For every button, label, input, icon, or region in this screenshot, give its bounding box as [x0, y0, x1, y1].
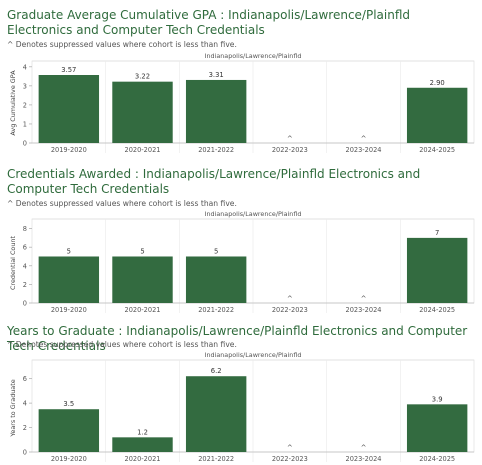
- bar-2019-2020: [38, 75, 100, 143]
- x-tick-label: 2023-2024: [346, 146, 382, 154]
- suppressed-label: ^: [287, 295, 293, 303]
- bar-2021-2022: [185, 376, 247, 452]
- suppressed-label: ^: [287, 444, 293, 452]
- y-axis-label: Years to Graduate: [9, 379, 17, 437]
- data-label: 3.9: [432, 395, 443, 403]
- panel-label: Indianapolis/Lawrence/Plainfld: [205, 210, 302, 218]
- credentials-section: Credentials Awarded : Indianapolis/Lawre…: [0, 160, 482, 318]
- credentials-suppression-note: ^ Denotes suppressed values where cohort…: [7, 199, 237, 208]
- y-tick-label: 4: [23, 400, 27, 408]
- y-tick-label: 0: [23, 300, 27, 308]
- y-tick-label: 3: [23, 82, 27, 90]
- credentials-chart-title: Credentials Awarded : Indianapolis/Lawre…: [7, 167, 421, 196]
- data-label: 6.2: [211, 367, 222, 375]
- y-axis-label: Credential Count: [9, 236, 17, 290]
- bar-2019-2020: [38, 256, 100, 303]
- suppressed-label: ^: [361, 295, 367, 303]
- x-tick-label: 2020-2021: [125, 146, 161, 154]
- data-label: 1.2: [137, 428, 148, 436]
- years-section: Years to Graduate : Indianapolis/Lawrenc…: [0, 318, 482, 465]
- y-tick-label: 4: [23, 262, 27, 270]
- data-label: 5: [67, 247, 71, 255]
- gpa-chart-title: Graduate Average Cumulative GPA : Indian…: [7, 8, 411, 37]
- bar-2024-2025: [406, 87, 468, 143]
- y-tick-label: 2: [23, 101, 27, 109]
- data-label: 3.5: [63, 400, 74, 408]
- y-axis-label: Avg Cumulative GPA: [9, 70, 17, 136]
- data-label: 3.57: [61, 66, 76, 74]
- panel-label: Indianapolis/Lawrence/Plainfld: [205, 52, 302, 60]
- credentials-bar-chart: Indianapolis/Lawrence/Plainfld 8 6 4 2 0 Crede…: [9, 210, 475, 314]
- x-tick-label: 2023-2024: [346, 455, 382, 463]
- x-tick-label: 2021-2022: [198, 306, 234, 314]
- years-bar-chart: Indianapolis/Lawrence/Plainfld 6 4 2 0 Years …: [9, 351, 475, 463]
- x-tick-label: 2022-2023: [272, 455, 308, 463]
- gpa-suppression-note: ^ Denotes suppressed values where cohort…: [7, 40, 237, 49]
- suppressed-label: ^: [361, 135, 367, 143]
- bar-2024-2025: [406, 404, 468, 452]
- x-tick-label: 2019-2020: [51, 146, 87, 154]
- x-tick-label: 2021-2022: [198, 455, 234, 463]
- y-tick-label: 0: [23, 449, 27, 457]
- gpa-bar-chart: Indianapolis/Lawrence/Plainfld 4 3 2 1 0 Avg C…: [9, 52, 475, 154]
- bar-2019-2020: [38, 409, 100, 452]
- x-tick-label: 2020-2021: [125, 455, 161, 463]
- data-label: 5: [214, 247, 218, 255]
- data-label: 5: [140, 247, 144, 255]
- bar-2020-2021: [112, 81, 173, 143]
- bar-2024-2025: [406, 237, 468, 303]
- bar-2021-2022: [185, 256, 247, 303]
- x-tick-label: 2019-2020: [51, 455, 87, 463]
- y-tick-label: 1: [23, 120, 27, 128]
- years-suppression-note: ^ Denotes suppressed values where cohort…: [7, 340, 237, 349]
- y-tick-label: 2: [23, 424, 27, 432]
- bar-2021-2022: [185, 79, 247, 143]
- x-tick-label: 2023-2024: [346, 306, 382, 314]
- x-tick-label: 2020-2021: [125, 306, 161, 314]
- suppressed-label: ^: [287, 135, 293, 143]
- bar-2020-2021: [112, 437, 173, 452]
- x-tick-label: 2024-2025: [419, 146, 455, 154]
- suppressed-label: ^: [361, 444, 367, 452]
- bar-2020-2021: [112, 256, 173, 303]
- data-label: 7: [435, 229, 439, 237]
- y-tick-label: 8: [23, 225, 27, 233]
- y-tick-label: 2: [23, 281, 27, 289]
- y-tick-label: 6: [23, 244, 27, 252]
- y-tick-label: 4: [23, 63, 27, 71]
- x-tick-label: 2022-2023: [272, 306, 308, 314]
- x-tick-label: 2024-2025: [419, 455, 455, 463]
- y-tick-label: 6: [23, 375, 27, 383]
- years-chart-title: Years to Graduate : Indianapolis/Lawrenc…: [7, 324, 468, 353]
- data-label: 2.90: [430, 79, 445, 87]
- y-tick-label: 0: [23, 140, 27, 148]
- data-label: 3.31: [209, 71, 224, 79]
- panel-label: Indianapolis/Lawrence/Plainfld: [205, 351, 302, 359]
- x-tick-label: 2021-2022: [198, 146, 234, 154]
- x-tick-label: 2024-2025: [419, 306, 455, 314]
- data-label: 3.22: [135, 73, 150, 81]
- x-tick-label: 2022-2023: [272, 146, 308, 154]
- gpa-section: Graduate Average Cumulative GPA : Indian…: [0, 0, 482, 155]
- x-tick-label: 2019-2020: [51, 306, 87, 314]
